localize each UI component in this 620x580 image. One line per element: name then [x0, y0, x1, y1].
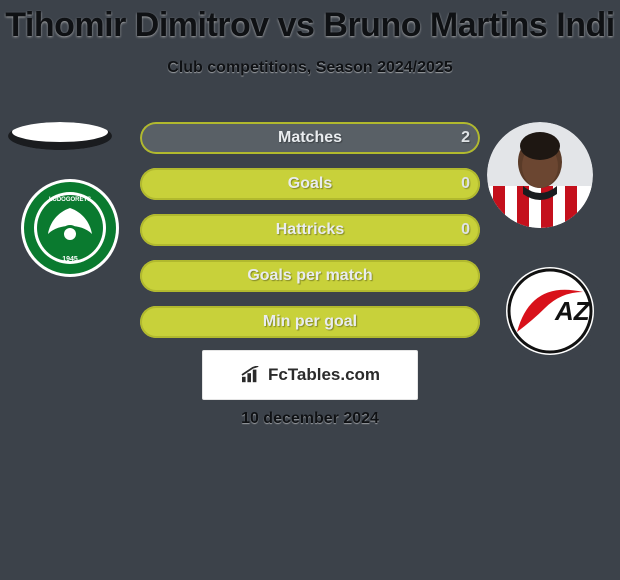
comparison-bars: Matches2Goals0Hattricks0Goals per matchM…	[140, 122, 480, 352]
stat-bar: Goals0	[140, 168, 480, 200]
player-right-avatar	[487, 122, 593, 228]
stat-bar: Matches2	[140, 122, 480, 154]
club-left-badge: LUDOGORETS 1945	[20, 178, 120, 278]
bar-value-right: 0	[461, 214, 470, 246]
stat-bar: Min per goal	[140, 306, 480, 338]
stat-bar: Hattricks0	[140, 214, 480, 246]
club-right-badge: AZ	[497, 258, 603, 364]
infographic-date: 10 december 2024	[0, 410, 620, 428]
svg-text:1945: 1945	[62, 256, 78, 263]
watermark: FcTables.com	[202, 350, 418, 400]
bar-label: Hattricks	[140, 214, 480, 246]
player-left-avatar	[8, 122, 112, 150]
bar-value-right: 2	[461, 122, 470, 154]
bar-chart-icon	[240, 366, 262, 384]
bar-label: Min per goal	[140, 306, 480, 338]
stat-bar: Goals per match	[140, 260, 480, 292]
svg-text:LUDOGORETS: LUDOGORETS	[49, 197, 91, 203]
svg-text:AZ: AZ	[554, 296, 591, 326]
bar-label: Goals	[140, 168, 480, 200]
bar-value-right: 0	[461, 168, 470, 200]
page-subtitle: Club competitions, Season 2024/2025	[0, 59, 620, 77]
bar-label: Matches	[140, 122, 480, 154]
page-title: Tihomir Dimitrov vs Bruno Martins Indi	[0, 0, 620, 45]
comparison-infographic: Tihomir Dimitrov vs Bruno Martins Indi C…	[0, 0, 620, 580]
bar-label: Goals per match	[140, 260, 480, 292]
watermark-text: FcTables.com	[268, 365, 380, 385]
